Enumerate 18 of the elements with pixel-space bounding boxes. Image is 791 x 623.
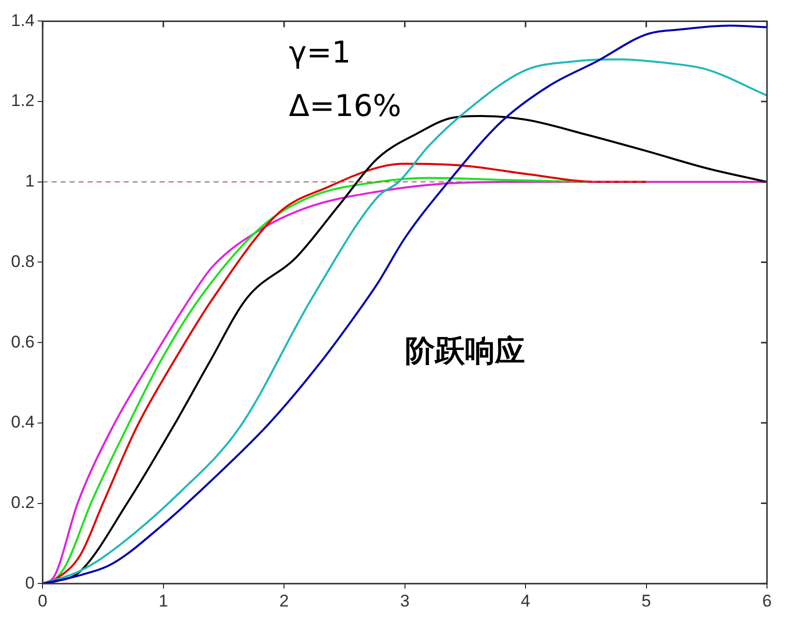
annotation: γ=1: [288, 36, 351, 71]
x-tick-label: 2: [279, 591, 289, 610]
x-tick-label: 4: [520, 591, 530, 610]
annotation: Δ=16%: [288, 89, 402, 124]
y-tick-label: 0.6: [10, 332, 35, 352]
x-tick-label: 1: [158, 591, 168, 610]
annotation: 阶跃响应: [404, 334, 525, 369]
y-tick-label: 1.2: [10, 91, 35, 110]
x-tick-label: 0: [38, 591, 48, 610]
y-tick-label: 1: [25, 172, 35, 191]
y-tick-label: 0.2: [10, 492, 35, 512]
x-tick-label: 5: [642, 591, 652, 610]
y-tick-label: 0.8: [10, 252, 35, 271]
x-tick-label: 6: [762, 591, 772, 610]
y-tick-label: 0.4: [10, 412, 35, 432]
y-tick-label: 0: [25, 573, 35, 592]
x-tick-label: 3: [400, 591, 410, 610]
y-tick-label: 1.4: [10, 10, 35, 30]
